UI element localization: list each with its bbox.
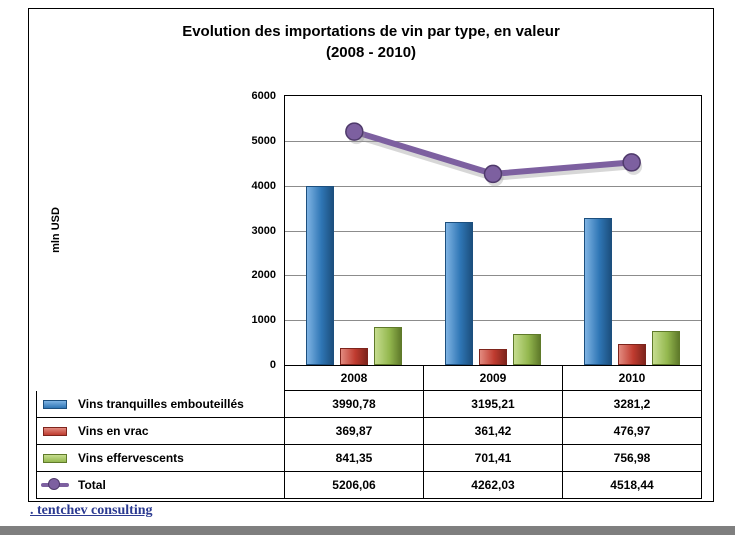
data-table-rows: Vins tranquilles embouteillés 3990,78 3195… <box>36 391 702 499</box>
series-name: Vins en vrac <box>78 424 149 438</box>
y-axis-tick-label: 6000 <box>251 90 276 102</box>
legend-marker <box>48 478 60 490</box>
y-axis-tick-label: 2000 <box>251 269 276 282</box>
bar-legend-icon <box>37 418 73 444</box>
gridline <box>285 320 701 321</box>
table-year-header: 2008 <box>285 366 424 391</box>
table-series-label-cell: Vins en vrac <box>37 418 285 445</box>
gridline <box>285 231 701 232</box>
table-value-cell: 4262,03 <box>424 472 563 499</box>
table-row: Vins effervescents 841,35 701,41 756,98 <box>37 445 702 472</box>
legend-swatch <box>43 399 67 409</box>
table-value-cell: 5206,06 <box>285 472 424 499</box>
table-row: Vins tranquilles embouteillés 3990,78 3195… <box>37 391 702 418</box>
series-name: Vins effervescents <box>78 451 184 465</box>
total-marker <box>622 153 641 172</box>
series-name: Total <box>78 478 106 492</box>
legend-swatch <box>43 426 67 436</box>
table-value-cell: 841,35 <box>285 445 424 472</box>
bar-vins-tranquilles-embouteill-s <box>584 218 612 365</box>
table-value-cell: 3990,78 <box>285 391 424 418</box>
chart-title-line1: Evolution des importations de vin par ty… <box>182 23 560 40</box>
table-value-cell: 369,87 <box>285 418 424 445</box>
total-marker <box>483 164 503 184</box>
y-axis-title: mln USD <box>50 207 62 253</box>
data-table-header-row: 2008 2009 2010 <box>284 366 702 391</box>
bar-vins-tranquilles-embouteill-s <box>445 222 473 365</box>
table-value-cell: 3281,2 <box>563 391 702 418</box>
bar-vins-effervescents <box>374 327 402 365</box>
table-value-cell: 701,41 <box>424 445 563 472</box>
gridline <box>285 186 701 187</box>
tentchev-consulting-link[interactable]: . tentchev consulting <box>30 503 153 518</box>
bar-legend-icon <box>37 445 73 471</box>
table-series-label-cell: Vins effervescents <box>37 445 285 472</box>
table-year-header: 2010 <box>563 366 702 391</box>
series-name: Vins tranquilles embouteillés <box>78 397 244 411</box>
total-line-layer <box>345 122 643 187</box>
table-row: Total 5206,06 4262,03 4518,44 <box>37 472 702 499</box>
y-axis-tick-label: 3000 <box>251 224 276 237</box>
y-axis-tick-label: 1000 <box>251 314 276 327</box>
line-legend-icon <box>37 472 73 498</box>
table-row: Vins en vrac 369,87 361,42 476,97 <box>37 418 702 445</box>
chart-title: Evolution des importations de vin par ty… <box>29 21 713 63</box>
table-series-label-cell: Vins tranquilles embouteillés <box>37 391 285 418</box>
legend-swatch <box>43 453 67 463</box>
table-value-cell: 3195,21 <box>424 391 563 418</box>
bar-vins-en-vrac <box>479 349 507 365</box>
bar-vins-en-vrac <box>618 344 646 365</box>
table-series-label-cell: Total <box>37 472 285 499</box>
table-value-cell: 476,97 <box>563 418 702 445</box>
bar-vins-en-vrac <box>340 348 368 365</box>
bar-vins-effervescents <box>652 331 680 365</box>
table-value-cell: 4518,44 <box>563 472 702 499</box>
chart-frame: Evolution des importations de vin par ty… <box>28 8 714 502</box>
bottom-gray-bar <box>0 526 735 535</box>
bar-legend-icon <box>37 391 73 417</box>
table-value-cell: 361,42 <box>424 418 563 445</box>
bar-vins-tranquilles-embouteill-s <box>306 186 334 365</box>
y-axis-tick-label: 0 <box>269 359 276 371</box>
y-axis-tick-label: 5000 <box>251 134 276 147</box>
plot-area <box>284 95 702 366</box>
bar-vins-effervescents <box>513 334 541 365</box>
table-value-cell: 756,98 <box>563 445 702 472</box>
chart-title-line2: (2008 - 2010) <box>325 44 417 61</box>
table-year-header: 2009 <box>424 366 563 391</box>
gridline <box>285 275 701 276</box>
gridline <box>285 141 701 142</box>
y-axis-tick-label: 4000 <box>251 179 276 192</box>
total-marker <box>345 122 364 141</box>
